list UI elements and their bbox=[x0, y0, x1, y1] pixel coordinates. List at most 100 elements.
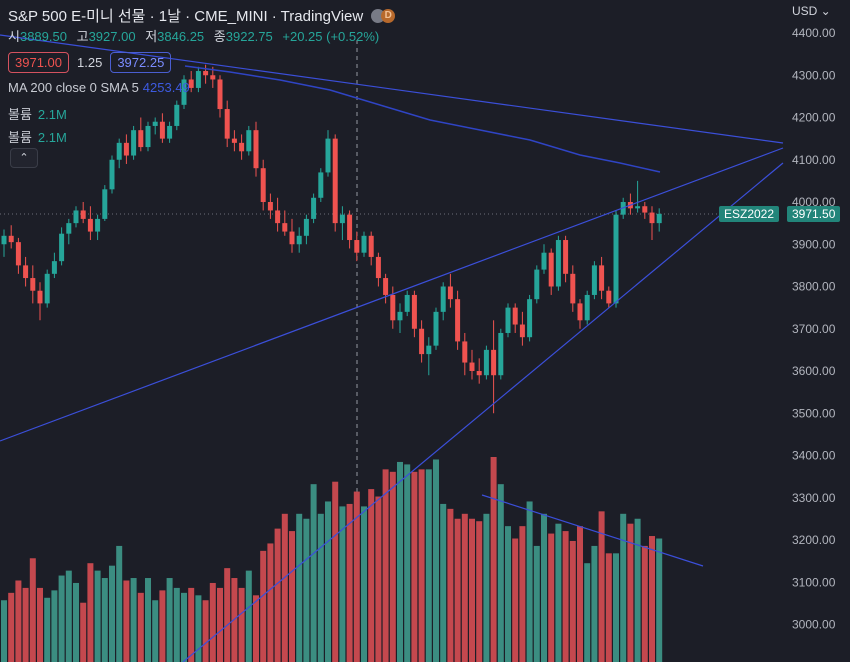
volume-label: 볼륨 bbox=[8, 107, 32, 122]
y-tick-label: 4100.00 bbox=[792, 153, 836, 167]
volume-bar bbox=[490, 457, 497, 662]
volume-bar bbox=[166, 578, 173, 662]
volume-bar bbox=[519, 526, 526, 662]
candle-body bbox=[224, 109, 230, 139]
candle-body bbox=[455, 299, 461, 342]
bid-ask-row: 3971.00 1.25 3972.25 bbox=[8, 52, 172, 73]
y-tick-label: 3400.00 bbox=[792, 449, 836, 463]
volume-legend-2[interactable]: 볼륨 2.1M bbox=[8, 127, 67, 146]
rising-wedge-upper-trendline bbox=[0, 147, 784, 442]
open-value: 3889.50 bbox=[19, 29, 67, 44]
low-label: 저 bbox=[145, 29, 158, 44]
volume-bar bbox=[310, 484, 317, 662]
high-value: 3927.00 bbox=[88, 29, 136, 44]
volume-bar bbox=[375, 496, 382, 662]
volume-bar bbox=[159, 590, 166, 662]
volume-bar bbox=[634, 518, 641, 662]
candle-body bbox=[534, 269, 540, 300]
candle-body bbox=[66, 223, 72, 234]
candle-body bbox=[131, 130, 137, 156]
candle-body bbox=[656, 213, 662, 224]
candle-body bbox=[354, 240, 360, 253]
volume-bar bbox=[461, 513, 468, 662]
volume-bar bbox=[317, 513, 324, 662]
chart-title: S&P 500 E-미니 선물 · 1날 · CME_MINI · Tradin… bbox=[8, 8, 364, 25]
candle-body bbox=[361, 235, 367, 253]
volume-bar bbox=[533, 545, 540, 662]
candle-body bbox=[462, 341, 468, 363]
volume-bar bbox=[94, 570, 101, 662]
volume-bar bbox=[447, 508, 454, 662]
candle-body bbox=[339, 214, 345, 224]
candle-body bbox=[491, 349, 497, 376]
volume-bar bbox=[296, 513, 303, 662]
y-tick-label: 3800.00 bbox=[792, 280, 836, 294]
candle-body bbox=[541, 252, 547, 270]
candle-body bbox=[123, 142, 129, 156]
candle-body bbox=[59, 233, 65, 262]
volume-bar bbox=[15, 580, 22, 662]
candle-body bbox=[613, 214, 619, 304]
candle-body bbox=[404, 294, 410, 312]
volume-bar bbox=[649, 536, 655, 662]
candle-body bbox=[116, 142, 122, 160]
volume-bar bbox=[73, 582, 79, 662]
sell-button[interactable]: 3971.00 bbox=[8, 52, 69, 73]
ma-indicator-legend[interactable]: MA 200 close 0 SMA 5 4253.49 bbox=[8, 80, 190, 95]
volume-legend-1[interactable]: 볼륨 2.1M bbox=[8, 104, 67, 123]
y-tick-label: 3200.00 bbox=[792, 533, 836, 547]
y-tick-label: 3100.00 bbox=[792, 575, 836, 589]
market-status-indicator[interactable]: D bbox=[371, 8, 396, 23]
candle-body bbox=[145, 125, 151, 148]
y-tick-label: 3300.00 bbox=[792, 491, 836, 505]
buy-button[interactable]: 3972.25 bbox=[110, 52, 172, 73]
volume-bar bbox=[613, 553, 619, 662]
volume-bar bbox=[569, 540, 576, 662]
volume-value: 2.1M bbox=[37, 107, 67, 122]
volume-bar bbox=[1, 600, 7, 662]
y-tick-label: 3700.00 bbox=[792, 322, 836, 336]
volume-bar bbox=[44, 597, 51, 662]
y-tick-label: 4000.00 bbox=[792, 195, 836, 209]
candle-body bbox=[584, 294, 590, 321]
delayed-data-badge[interactable]: D bbox=[381, 8, 396, 23]
candle-body bbox=[210, 75, 216, 80]
volume-bar bbox=[368, 489, 375, 662]
volume-bar bbox=[116, 545, 123, 662]
volume-bar bbox=[80, 602, 87, 662]
candle-body bbox=[591, 265, 597, 295]
candle-body bbox=[109, 159, 115, 190]
volume-bar bbox=[123, 580, 130, 662]
candle-body bbox=[548, 252, 554, 287]
currency-selector[interactable]: USD ⌄ bbox=[792, 4, 831, 18]
volume-bar bbox=[627, 523, 634, 662]
candle-body bbox=[555, 240, 561, 287]
candle-body bbox=[303, 218, 309, 236]
change-value: +20.25 (+0.52%) bbox=[282, 29, 380, 44]
candle-body bbox=[599, 265, 605, 291]
candle-body bbox=[30, 278, 36, 291]
volume-bar bbox=[224, 568, 231, 662]
candle-body bbox=[440, 286, 446, 312]
candle-body bbox=[325, 138, 331, 173]
candle-body bbox=[188, 79, 194, 88]
candle-body bbox=[231, 138, 237, 143]
volume-bar bbox=[389, 471, 396, 662]
candle-body bbox=[606, 290, 612, 304]
collapse-legend-button[interactable]: ⌃ bbox=[10, 148, 38, 168]
candle-body bbox=[411, 294, 417, 329]
volume-bar bbox=[29, 558, 36, 662]
candle-body bbox=[469, 362, 475, 371]
candle-body bbox=[203, 71, 209, 76]
ma-value: 4253.49 bbox=[142, 80, 190, 95]
y-tick-label: 4200.00 bbox=[792, 111, 836, 125]
volume-bar bbox=[195, 595, 202, 662]
chevron-down-icon: ⌄ bbox=[817, 4, 831, 18]
volume-bar bbox=[303, 518, 310, 662]
rising-wedge-lower-trendline bbox=[182, 162, 784, 662]
volume-trendline bbox=[481, 494, 704, 567]
volume-bar bbox=[541, 513, 547, 662]
candle-body bbox=[23, 265, 29, 279]
volume-bar bbox=[656, 538, 663, 662]
